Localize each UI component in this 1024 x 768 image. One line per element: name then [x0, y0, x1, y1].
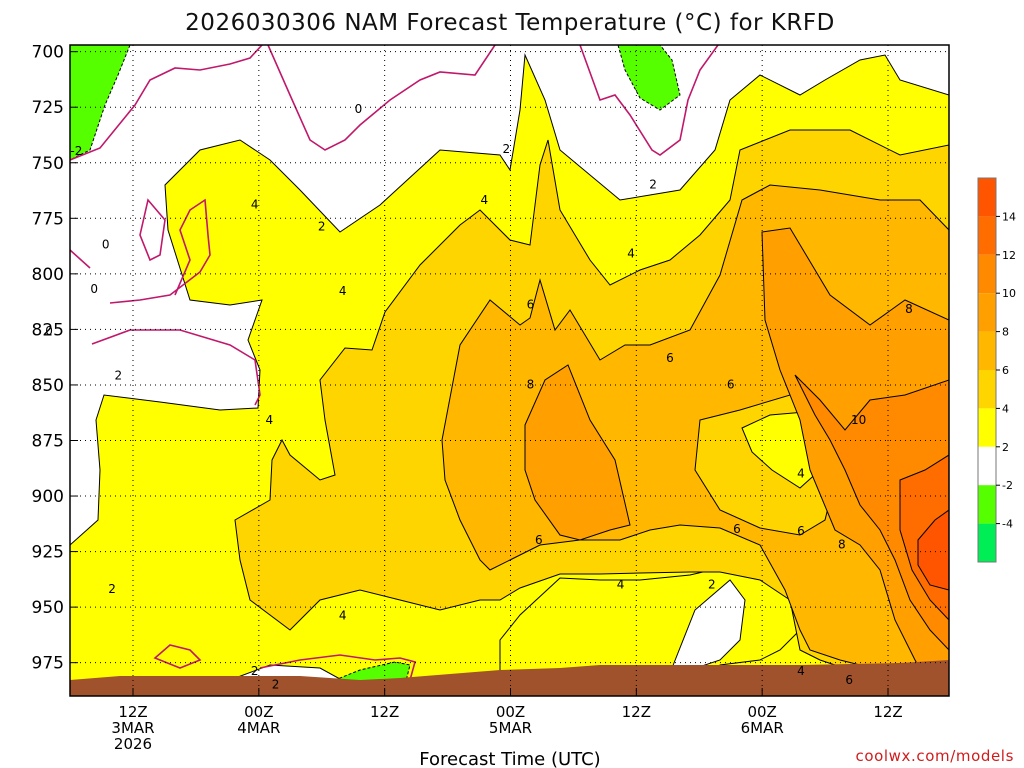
y-tick-label: 775	[32, 209, 64, 229]
contour-label: 4	[797, 466, 805, 480]
x-tick-label: 12Z	[873, 703, 902, 721]
plot-frame	[69, 44, 950, 697]
contour-label: 6	[727, 377, 735, 391]
contour-label: 0	[102, 237, 110, 251]
contour-label: 10	[851, 413, 866, 427]
contour-label: 2	[108, 582, 116, 596]
y-tick-label: 950	[32, 598, 64, 618]
colorbar-swatch	[978, 254, 996, 294]
colorbar-swatch	[978, 408, 996, 447]
region-8-to-10-center	[524, 364, 631, 541]
colorbar-swatch	[978, 216, 996, 255]
region-10-to-12	[794, 374, 949, 651]
contour-label: 2	[708, 577, 716, 591]
terrain-ground	[70, 660, 949, 696]
contour-label: 4	[265, 413, 273, 427]
contour-0c-upper	[70, 45, 719, 161]
colorbar-label: 12	[1002, 249, 1016, 262]
x-tick-label: 12Z	[118, 703, 147, 721]
contour-label: 8	[527, 377, 535, 391]
grid	[70, 45, 949, 696]
y-tick-label: 825	[32, 320, 64, 340]
x-tick-label: 2026	[114, 735, 152, 753]
colorbar: 14 12 10 8 6 4 2 -2 -4	[977, 177, 1016, 563]
y-tick-label: 875	[32, 431, 64, 451]
y-tick-label: 750	[32, 154, 64, 174]
contour-0c-lower	[153, 644, 416, 681]
contour-label: 4	[797, 664, 805, 678]
contour-label: 6	[797, 524, 805, 538]
contour-label: 8	[838, 537, 846, 551]
colorbar-swatch	[978, 293, 996, 332]
y-tick-label: 850	[32, 376, 64, 396]
colorbar-label: 14	[1002, 210, 1016, 223]
y-axis: 700 725 750 775 800 825 850 875 900 925 950 975	[32, 43, 78, 674]
x-tick-label: 12Z	[622, 703, 651, 721]
x-axis-label: Forecast Time (UTC)	[419, 749, 600, 768]
contour-label: 2	[502, 142, 510, 156]
contour-label: 6	[527, 297, 535, 311]
colorbar-swatch	[978, 331, 996, 370]
contour-label: 0	[90, 282, 98, 296]
x-tick-label: 4MAR	[237, 719, 280, 737]
contour-label: 4	[480, 193, 488, 207]
contour-label: 2	[114, 369, 122, 383]
colorbar-label: 8	[1002, 326, 1009, 339]
plot-area	[70, 45, 949, 696]
contour-label: 6	[845, 673, 853, 687]
contour-label: 4	[617, 577, 625, 591]
contour-label: 0	[45, 324, 53, 338]
contour-label: 4	[339, 609, 347, 623]
contour-label: 6	[733, 522, 741, 536]
x-tick-label: 5MAR	[489, 719, 532, 737]
contour-label: 4	[627, 246, 635, 260]
contour-label: 2	[318, 220, 326, 234]
x-tick-label: 00Z	[244, 703, 273, 721]
y-tick-label: 725	[32, 98, 64, 118]
contour-label: 2	[251, 664, 259, 678]
colorbar-label: 4	[1002, 402, 1009, 415]
chart-title: 2026030306 NAM Forecast Temperature (°C)…	[185, 10, 835, 36]
contour-label: 6	[535, 533, 543, 547]
credit-text: coolwx.com/models	[856, 747, 1015, 765]
contour-label: 2	[649, 177, 657, 191]
x-tick-label: 12Z	[370, 703, 399, 721]
y-tick-label: 700	[32, 43, 64, 63]
colorbar-swatch	[978, 485, 996, 524]
contour-label: 6	[666, 351, 674, 365]
colorbar-label: 6	[1002, 364, 1009, 377]
x-tick-label: 00Z	[496, 703, 525, 721]
contour-label: 2	[272, 677, 280, 691]
colorbar-swatch	[978, 370, 996, 409]
colorbar-label: -4	[1002, 518, 1013, 531]
region-14-to-16	[917, 509, 949, 591]
y-tick-label: 900	[32, 487, 64, 507]
contour-label: 4	[251, 197, 259, 211]
contour-label: 4	[339, 284, 347, 298]
colorbar-swatch	[978, 523, 996, 562]
contour-label: -2	[70, 144, 82, 158]
x-tick-label: 00Z	[747, 703, 776, 721]
colorbar-swatch	[978, 446, 996, 486]
contour-0c-left	[70, 198, 261, 406]
colorbar-label: 10	[1002, 287, 1016, 300]
contour-label: 8	[905, 302, 913, 316]
y-tick-label: 925	[32, 543, 64, 563]
colorbar-label: -2	[1002, 479, 1013, 492]
colorbar-label: 2	[1002, 441, 1009, 454]
x-tick-label: 3MAR	[111, 719, 154, 737]
region-below-minus-2-top	[617, 45, 681, 111]
contour-label: 0	[355, 102, 363, 116]
x-tick-label: 6MAR	[741, 719, 784, 737]
colorbar-swatch	[978, 178, 996, 217]
y-tick-label: 800	[32, 265, 64, 285]
y-tick-label: 975	[32, 654, 64, 674]
